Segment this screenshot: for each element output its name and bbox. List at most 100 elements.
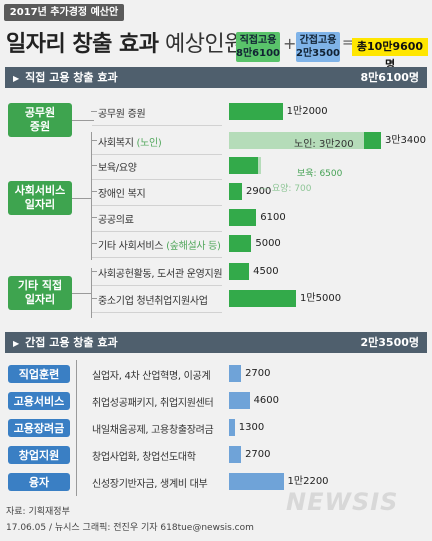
category-label: 사회공헌활동, 도서관 운영지원	[98, 265, 223, 280]
category-label-text: 기타 사회서비스	[98, 241, 164, 252]
group-civil-servant: 공무원 증원	[8, 103, 72, 137]
category-label: 공무원 증원	[98, 105, 146, 120]
bar-value-label: 2900	[245, 186, 272, 197]
category-label-text: 공무원 증원	[98, 109, 146, 120]
bar	[229, 183, 242, 200]
bar	[229, 473, 284, 490]
bar-segment-elderly	[229, 132, 364, 149]
direct-section-total: 8만6100명	[360, 71, 419, 84]
indirect-section-bar: ▶ 간접 고용 창출 효과 2만3500명	[5, 332, 427, 353]
category-label-text: 공공의료	[98, 215, 134, 226]
bar	[229, 209, 257, 226]
direct-summary-label: 직접고용	[239, 35, 277, 46]
bar	[229, 446, 242, 463]
category-label: 장애인 복지	[98, 185, 146, 200]
connector	[72, 293, 92, 294]
category-note: (노인)	[133, 138, 162, 149]
indirect-summary-label: 간접고용	[299, 35, 337, 46]
bar-segment-childcare	[229, 157, 259, 174]
category-label-text: 사회공헌활동, 도서관 운영지원	[98, 269, 223, 280]
category-label: 실업자, 4차 산업혁명, 이공계	[92, 367, 211, 382]
title-main: 일자리 창출 효과	[6, 32, 159, 57]
elderly-care-callout: — 요양: 700	[260, 184, 312, 194]
elderly-care-callout-text: 요양: 700	[271, 184, 312, 194]
category-label-text: 사회복지	[98, 138, 134, 149]
row-separator	[92, 257, 222, 258]
category-label-text: 신성장기반자금, 생계비 대부	[92, 479, 208, 490]
group-loan: 융자	[8, 473, 70, 491]
year-badge: 2017년 추가경정 예산안	[4, 4, 124, 21]
bar-value-label: 4500	[253, 266, 279, 277]
category-label-text: 실업자, 4차 산업혁명, 이공계	[92, 371, 211, 382]
connector	[91, 298, 97, 299]
row-separator	[92, 125, 222, 126]
group-social-service: 사회서비스 일자리	[8, 181, 72, 215]
direct-section-title: 직접 고용 창출 효과	[25, 71, 118, 84]
bar	[229, 235, 252, 252]
page-title: 일자리 창출 효과 예상인원	[6, 26, 244, 58]
category-label: 공공의료	[98, 211, 134, 226]
connector	[91, 132, 92, 260]
group-employment-subsidy: 고용장려금	[8, 419, 70, 437]
bar-value-label: 4600	[253, 395, 280, 406]
connector	[91, 217, 97, 218]
direct-summary-chip: 직접고용 8만6100	[236, 32, 280, 62]
connector	[91, 191, 97, 192]
bar-segment-elderly-care	[258, 157, 262, 174]
category-label: 신성장기반자금, 생계비 대부	[92, 475, 208, 490]
row-separator	[92, 285, 222, 286]
equals-sign: =	[342, 35, 354, 51]
row-separator	[92, 231, 222, 232]
bar-value-label: 2700	[245, 449, 271, 460]
title-sub: 예상인원	[158, 32, 244, 57]
group-employment-service: 고용서비스	[8, 392, 70, 410]
bar-value-label: 1300	[238, 422, 265, 433]
bar	[229, 103, 283, 120]
triangle-icon: ▶	[13, 339, 20, 348]
group-other-direct: 기타 직접 일자리	[8, 276, 72, 310]
connector	[91, 243, 97, 244]
bar	[229, 392, 250, 409]
indirect-summary-value: 2만3500	[296, 48, 340, 59]
connector	[72, 120, 94, 121]
bar-value-label: 1만5000	[300, 293, 342, 304]
direct-section-bar: ▶ 직접 고용 창출 효과 8만6100명	[5, 67, 427, 88]
direct-summary-value: 8만6100	[236, 48, 280, 59]
care-callout: 보육: 6500	[297, 169, 343, 179]
category-label: 내일채움공제, 고용창출장려금	[92, 421, 214, 436]
triangle-icon: ▶	[13, 74, 20, 83]
indirect-summary-chip: 간접고용 2만3500	[296, 32, 340, 62]
group-job-training: 직업훈련	[8, 365, 70, 383]
bar-inner-label: 노인: 3만200	[294, 139, 354, 150]
newsis-logo: NEWSIS	[286, 488, 399, 516]
bar-value-label: 1만2200	[287, 476, 329, 487]
category-label-text: 장애인 복지	[98, 189, 146, 200]
credit-text: 17.06.05 / 뉴시스 그래픽: 전진우 기자 618tue@newsis…	[6, 523, 254, 533]
category-label-text: 중소기업 청년취업지원사업	[98, 296, 208, 307]
indirect-section-title: 간접 고용 창출 효과	[25, 336, 118, 349]
source-text: 자료: 기획재정부	[6, 507, 70, 517]
category-label-text: 내일채움공제, 고용창출장려금	[92, 425, 214, 436]
bar-value-label: 2700	[245, 368, 271, 379]
bar-value-label: 1만2000	[286, 106, 328, 117]
connector	[91, 165, 97, 166]
bar	[364, 132, 381, 149]
connector	[91, 140, 97, 141]
bar	[229, 263, 250, 280]
category-label: 사회복지 (노인)	[98, 134, 162, 149]
connector	[76, 360, 77, 496]
category-note: (숲해설사 등)	[163, 241, 221, 252]
row-separator	[92, 205, 222, 206]
row-separator	[92, 312, 222, 313]
connector	[91, 271, 97, 272]
connector	[72, 198, 92, 199]
indirect-section-total: 2만3500명	[360, 336, 419, 349]
bar	[229, 419, 235, 436]
bar	[229, 365, 242, 382]
row-separator	[92, 179, 222, 180]
category-label: 기타 사회서비스 (숲해설사 등)	[98, 237, 221, 252]
category-label: 중소기업 청년취업지원사업	[98, 292, 208, 307]
category-label-text: 보육/요양	[98, 163, 137, 174]
bar	[229, 290, 297, 307]
bar-value-label: 5000	[255, 238, 281, 249]
